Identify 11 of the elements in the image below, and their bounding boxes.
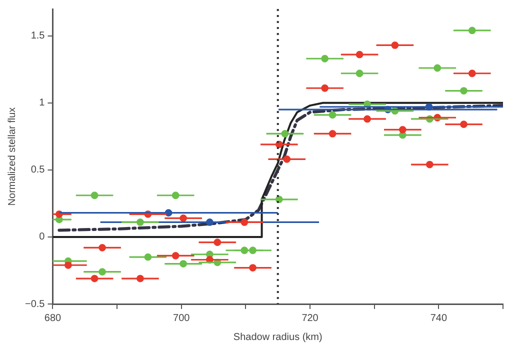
x-tick-label: 720 xyxy=(302,312,319,324)
y-axis-title: Normalized stellar flux xyxy=(6,107,18,206)
x-tick-label: 740 xyxy=(430,312,448,324)
y-tick-label: 0 xyxy=(39,232,46,243)
y-tick-label: 1 xyxy=(39,98,46,109)
x-tick-label: 700 xyxy=(173,312,190,324)
y-tick-label: 1.5 xyxy=(30,30,46,42)
y-tick-label: 0.5 xyxy=(30,164,46,176)
x-tick-label: 680 xyxy=(44,312,62,324)
x-axis-title: Shadow radius (km) xyxy=(233,332,322,343)
y-tick-label: −0.5 xyxy=(24,298,46,310)
